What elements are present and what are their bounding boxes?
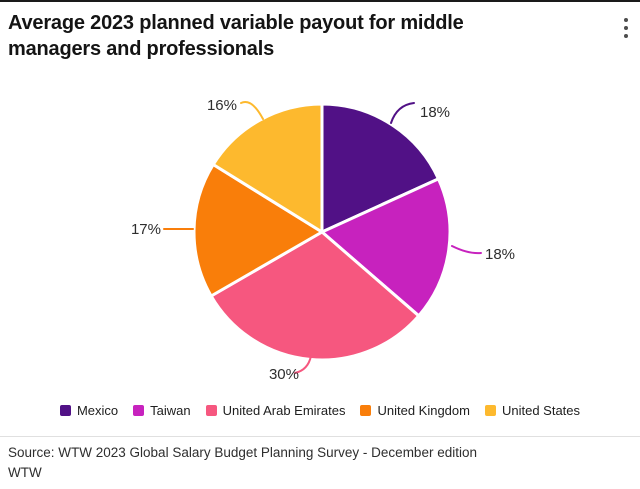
- pie-slice-united-kingdom[interactable]: [192, 163, 324, 298]
- chart-title: Average 2023 planned variable payout for…: [8, 12, 464, 60]
- kebab-dot: [624, 26, 628, 30]
- attribution: WTW: [8, 465, 42, 480]
- legend-swatch: [205, 405, 217, 416]
- slice-value-label: 16%: [207, 97, 237, 114]
- slice-value-label: 17%: [131, 221, 161, 238]
- kebab-menu-icon[interactable]: [622, 16, 630, 40]
- legend-item-united-states: United States: [484, 403, 581, 418]
- legend-swatch: [484, 405, 496, 416]
- legend-label: United Kingdom: [377, 403, 470, 418]
- legend-item-united-kingdom: United Kingdom: [360, 403, 470, 418]
- kebab-dot: [624, 34, 628, 38]
- leader-line: [451, 245, 482, 255]
- legend-label: United States: [501, 403, 581, 418]
- slice-value-label: 18%: [420, 104, 450, 121]
- legend-label: Taiwan: [150, 403, 191, 418]
- chart-legend: Mexico Taiwan United Arab Emirates United K…: [0, 403, 640, 418]
- legend-swatch: [59, 405, 71, 416]
- legend-item-taiwan: Taiwan: [133, 403, 191, 418]
- legend-swatch: [133, 405, 145, 416]
- leader-line: [240, 101, 264, 120]
- legend-swatch: [360, 405, 372, 416]
- pie-chart: 18% 18% 30% 17% 16%: [131, 97, 515, 383]
- pie-slice-united-states[interactable]: [211, 102, 324, 234]
- kebab-dot: [624, 18, 628, 22]
- legend-item-united-arab-emirates: United Arab Emirates: [205, 403, 346, 418]
- footer-divider: [0, 436, 640, 437]
- slice-value-label: 30%: [269, 366, 299, 383]
- legend-item-mexico: Mexico: [59, 403, 119, 418]
- pie-slice-taiwan[interactable]: [320, 177, 452, 318]
- pie-slice-mexico[interactable]: [320, 102, 440, 234]
- source-note: Source: WTW 2023 Global Salary Budget Pl…: [8, 443, 628, 483]
- slice-value-label: 18%: [485, 246, 515, 263]
- leader-line: [294, 355, 312, 374]
- source-line: Source: WTW 2023 Global Salary Budget Pl…: [8, 445, 477, 460]
- legend-label: Mexico: [76, 403, 119, 418]
- legend-label: United Arab Emirates: [222, 403, 346, 418]
- leader-line: [390, 102, 415, 124]
